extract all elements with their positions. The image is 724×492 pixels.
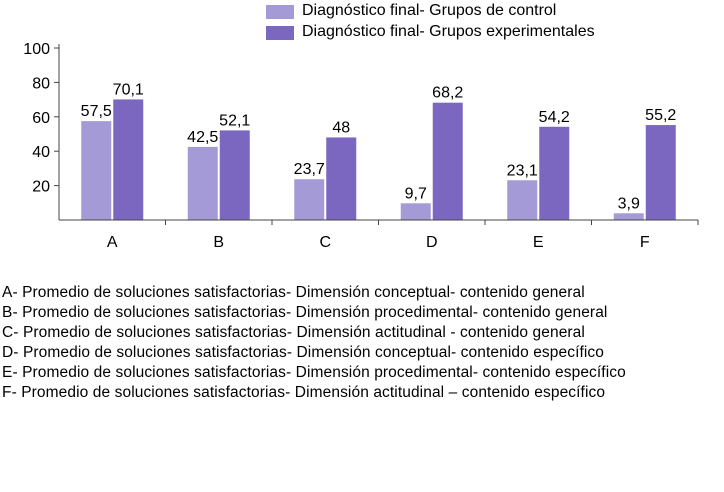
note-f: F- Promedio de soluciones satisfactorias… — [2, 384, 606, 401]
note-e: E- Promedio de soluciones satisfactorias… — [2, 364, 626, 381]
bar-value-label: 68,2 — [432, 85, 463, 102]
bar-value-label: 23,1 — [507, 162, 538, 179]
bar-control — [400, 203, 431, 220]
bar-experimental — [219, 130, 250, 220]
x-tick-label: B — [213, 234, 224, 251]
x-tick-label: E — [533, 234, 544, 251]
legend-swatch-experimental — [266, 26, 294, 40]
y-tick-label: 80 — [32, 75, 50, 92]
bar-control — [187, 146, 218, 220]
bar-value-label: 55,2 — [645, 107, 676, 124]
bar-value-label: 70,1 — [113, 81, 144, 98]
bar-control — [81, 121, 112, 220]
note-a: A- Promedio de soluciones satisfactorias… — [2, 284, 585, 301]
legend-item-control: Diagnóstico final- Grupos de control — [266, 1, 686, 21]
y-tick-label: 40 — [32, 144, 50, 161]
y-tick-label: 60 — [32, 110, 50, 127]
legend-swatch-control — [266, 5, 294, 19]
bar-experimental — [539, 126, 570, 220]
note-b: B- Promedio de soluciones satisfactorias… — [2, 304, 608, 321]
bar-value-label: 48 — [332, 119, 350, 136]
bar-value-label: 57,5 — [81, 103, 112, 120]
bar-value-label: 9,7 — [405, 185, 427, 202]
note-d: D- Promedio de soluciones satisfactorias… — [2, 344, 605, 361]
legend-label-experimental: Diagnóstico final- Grupos experimentales — [302, 23, 595, 40]
legend-item-experimental: Diagnóstico final- Grupos experimentales — [266, 22, 686, 42]
bar-control — [507, 180, 538, 220]
x-tick-label: D — [426, 234, 438, 251]
bar-experimental — [432, 102, 463, 220]
bar-value-label: 54,2 — [539, 109, 570, 126]
bar-experimental — [326, 137, 357, 220]
bar-value-label: 42,5 — [187, 129, 218, 146]
bar-value-label: 52,1 — [219, 112, 250, 129]
y-tick-label: 100 — [23, 41, 50, 58]
bar-experimental — [645, 125, 676, 220]
bar-control — [294, 179, 325, 220]
x-tick-label: F — [640, 234, 650, 251]
bar-value-label: 3,9 — [618, 195, 640, 212]
category-notes: A- Promedio de soluciones satisfactorias… — [2, 283, 720, 403]
x-tick-label: A — [107, 234, 118, 251]
bar-experimental — [113, 99, 144, 220]
note-c: C- Promedio de soluciones satisfactorias… — [2, 324, 585, 341]
bar-chart: 20 40 60 80 100 57,570,1 A 42,552,1 B 23,7 48 C 9,7 6… — [23, 41, 699, 251]
x-tick-label: C — [319, 234, 331, 251]
y-tick-label: 20 — [32, 179, 50, 196]
bar-value-label: 23,7 — [294, 161, 325, 178]
legend-label-control: Diagnóstico final- Grupos de control — [302, 2, 557, 19]
bar-control — [613, 213, 644, 220]
